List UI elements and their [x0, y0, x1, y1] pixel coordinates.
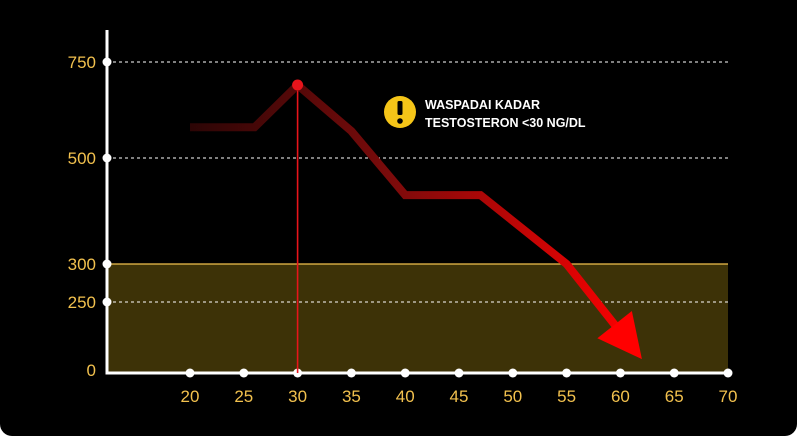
- y-tick-label-0: 0: [87, 361, 96, 380]
- y-tick-dot-750: [102, 57, 112, 67]
- x-tick-dot-50: [508, 368, 518, 378]
- x-tick-dot-35: [346, 368, 356, 378]
- y-tick-label-750: 750: [68, 53, 96, 72]
- x-tick-dot-20: [185, 368, 195, 378]
- x-tick-label-70: 70: [719, 387, 738, 406]
- x-tick-dot-45: [454, 368, 464, 378]
- x-tick-label-25: 25: [234, 387, 253, 406]
- annotation-line-2: TESTOSTERON <30 NG/DL: [425, 116, 586, 130]
- threshold-band: [107, 264, 728, 373]
- x-tick-label-65: 65: [665, 387, 684, 406]
- x-tick-label-40: 40: [396, 387, 415, 406]
- x-tick-dot-55: [562, 368, 572, 378]
- y-tick-label-300: 300: [68, 255, 96, 274]
- grid-lines: [107, 61, 728, 303]
- arrow-head: [597, 310, 642, 360]
- y-tick-dot-300: [102, 259, 112, 269]
- y-ticks: 0 250 300 500 750: [68, 53, 112, 380]
- x-tick-label-20: 20: [181, 387, 200, 406]
- x-tick-label-55: 55: [557, 387, 576, 406]
- peak-marker: [292, 79, 304, 91]
- y-tick-label-250: 250: [68, 293, 96, 312]
- series-line: [190, 79, 621, 331]
- y-tick-dot-250: [102, 297, 112, 307]
- x-tick-dot-70: [723, 368, 733, 378]
- annotation-line-1: WASPADAI KADAR: [425, 98, 540, 112]
- exclamation-icon-dot: [397, 118, 403, 124]
- y-tick-dot-500: [102, 153, 112, 163]
- x-tick-label-30: 30: [288, 387, 307, 406]
- warning-annotation: WASPADAI KADAR TESTOSTERON <30 NG/DL: [384, 96, 586, 130]
- x-tick-label-50: 50: [503, 387, 522, 406]
- x-tick-label-45: 45: [450, 387, 469, 406]
- x-tick-dot-65: [669, 368, 679, 378]
- x-tick-dot-40: [400, 368, 410, 378]
- exclamation-icon-bar: [397, 101, 403, 115]
- x-tick-dot-25: [239, 368, 249, 378]
- x-ticks: 20 25 30 35 40 45 50 55 60 65 70: [181, 368, 738, 406]
- x-tick-dot-60: [615, 368, 625, 378]
- x-tick-label-35: 35: [342, 387, 361, 406]
- y-tick-label-500: 500: [68, 149, 96, 168]
- x-tick-label-60: 60: [611, 387, 630, 406]
